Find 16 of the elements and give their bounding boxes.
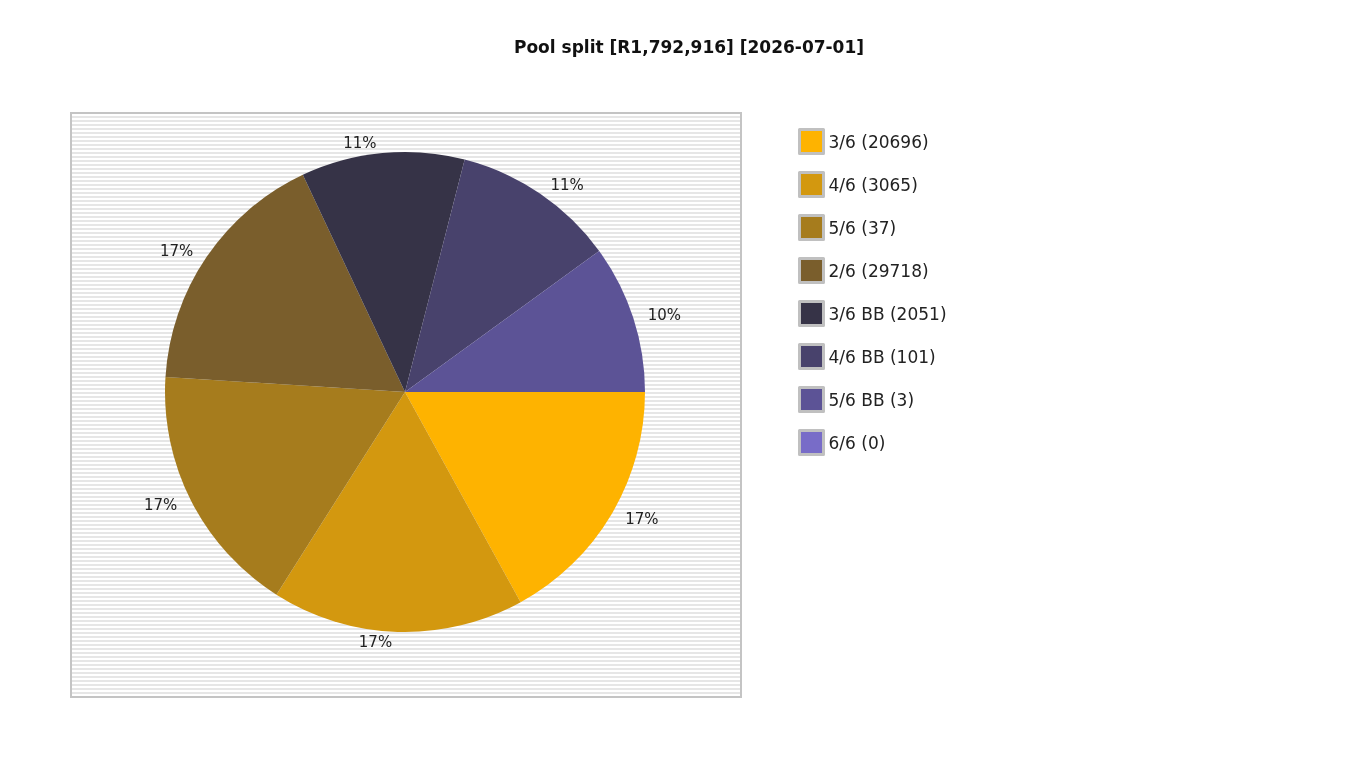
legend-label: 4/6 (3065) — [828, 174, 918, 195]
data-label: 17% — [625, 510, 659, 529]
data-label: 17% — [159, 242, 194, 261]
chart-title: Pool split [R1,792,916] [2026-07-01] — [513, 36, 865, 57]
legend-label: 5/6 (37) — [828, 217, 897, 238]
legend-label: 6/6 (0) — [828, 432, 886, 453]
legend-label: 2/6 (29718) — [828, 260, 929, 281]
legend-label: 5/6 BB (3) — [828, 389, 915, 410]
legend-label: 3/6 (20696) — [828, 131, 929, 152]
data-label: 17% — [358, 632, 393, 651]
data-label: 11% — [343, 134, 377, 153]
legend-label: 4/6 BB (101) — [828, 346, 936, 367]
data-label: 10% — [647, 305, 682, 324]
data-label: 11% — [550, 176, 584, 195]
legend-label: 3/6 BB (2051) — [828, 303, 947, 324]
data-label: 17% — [143, 496, 178, 515]
